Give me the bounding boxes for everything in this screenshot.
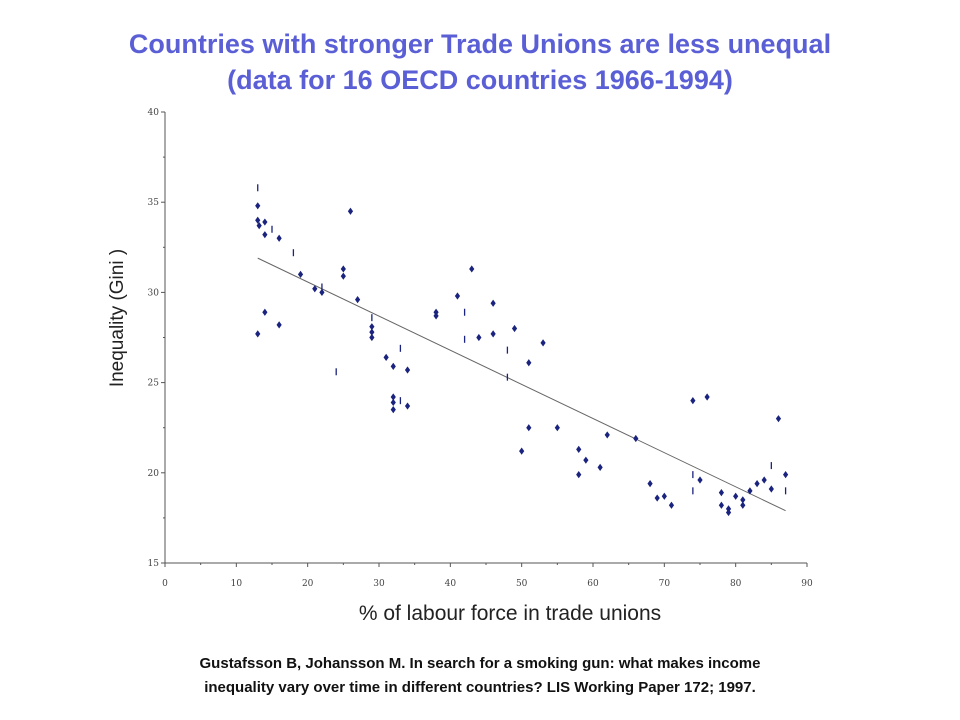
data-point-diamond [725, 505, 732, 513]
chart-axes [161, 111, 808, 567]
data-point-diamond [390, 406, 396, 414]
x-tick-label: 0 [162, 579, 168, 589]
data-point-diamond [597, 463, 603, 471]
data-point-diamond [519, 447, 525, 455]
data-point-diamond [576, 471, 582, 479]
data-point-diamond [690, 397, 696, 405]
data-point-diamond [390, 398, 396, 407]
data-point-diamond [369, 328, 375, 336]
y-tick-label: 30 [148, 288, 160, 298]
trendline [257, 257, 786, 512]
data-point-diamond [754, 480, 760, 488]
data-point-diamond [775, 415, 782, 423]
data-point-diamond [540, 339, 546, 347]
data-point-diamond [276, 234, 282, 242]
chart-title: Countries with stronger Trade Unions are… [0, 26, 960, 98]
x-tick-label: 40 [445, 579, 457, 589]
data-point-diamond [404, 402, 411, 410]
data-point-diamond [633, 434, 639, 443]
data-point-diamond [740, 501, 746, 509]
data-point-diamond [404, 366, 411, 374]
data-point-diamond [390, 362, 396, 370]
data-point-diamond [255, 202, 261, 210]
data-point-diamond [768, 485, 774, 493]
y-axis-label-text: Inequality (Gini ) [107, 248, 128, 388]
data-point-diamond [647, 480, 653, 488]
data-point-diamond [319, 288, 325, 296]
data-point-diamond [511, 324, 518, 333]
data-point-diamond [469, 265, 475, 273]
data-point-diamond [340, 265, 346, 273]
citation: Gustafsson B, Johansson M. In search for… [0, 652, 960, 700]
chart-title-line-2: (data for 16 OECD countries 1966-1994) [227, 65, 733, 95]
y-tick-label: 20 [148, 469, 160, 479]
x-tick-label: 30 [373, 579, 385, 589]
y-tick-label: 40 [148, 108, 160, 118]
data-point-diamond [276, 321, 282, 329]
data-point-diamond [604, 431, 610, 439]
data-point-diamond [583, 456, 589, 464]
data-point-diamond [725, 508, 732, 517]
data-point-diamond [697, 476, 703, 484]
data-point-diamond [369, 323, 375, 331]
data-point-diamond [256, 222, 262, 230]
data-point-diamond [355, 296, 361, 304]
data-point-diamond [526, 424, 532, 432]
data-point-diamond [369, 333, 375, 342]
data-point-diamond [526, 359, 532, 367]
chart-tick-labels: 15 20 25 30 35 40 0 10 20 30 40 50 60 70 80 90 [148, 108, 813, 589]
chart-title-line-1: Countries with stronger Trade Unions are… [128, 29, 832, 59]
data-point-diamond [262, 231, 268, 239]
y-tick-label: 35 [148, 198, 160, 208]
data-point-diamond [740, 496, 746, 504]
data-point-diamond [476, 333, 482, 342]
data-point-diamond [297, 270, 304, 278]
citation-line-2: inequality vary over time in different c… [204, 679, 756, 696]
data-point-diamond [340, 272, 346, 280]
data-point-diamond [262, 308, 268, 316]
data-point-diamond [390, 393, 396, 401]
x-tick-label: 90 [801, 579, 813, 589]
x-axis-label: % of labour force in trade unions [358, 602, 662, 625]
data-point-diamond [433, 312, 439, 320]
data-point-diamond [654, 494, 660, 502]
citation-line-1: Gustafsson B, Johansson M. In search for… [199, 655, 761, 672]
data-point-diamond [783, 471, 789, 479]
data-point-diamond [347, 207, 354, 215]
data-point-diamond [661, 492, 667, 500]
data-point-diamond [718, 501, 724, 509]
x-tick-label: 70 [659, 579, 671, 589]
x-tick-label: 80 [730, 579, 742, 589]
x-tick-label: 60 [587, 579, 599, 589]
y-tick-label: 25 [148, 379, 160, 389]
data-point-diamond [761, 476, 767, 484]
data-point-diamond [383, 353, 389, 361]
data-point-diamond [262, 218, 268, 226]
data-point-diamond [433, 308, 439, 316]
x-tick-label: 10 [231, 579, 243, 589]
data-point-diamond [255, 216, 261, 224]
data-point-diamond [576, 445, 582, 453]
data-point-diamond [454, 292, 461, 300]
data-point-diamond [733, 492, 739, 500]
data-point-diamond [704, 393, 710, 401]
data-point-diamond [490, 330, 496, 338]
data-point-diamond [255, 330, 261, 338]
trendline-group [257, 257, 786, 512]
x-tick-label: 50 [516, 579, 528, 589]
data-point-diamond [718, 489, 724, 497]
x-tick-label: 20 [302, 579, 314, 589]
y-tick-label: 15 [148, 559, 160, 569]
data-point-diamond [490, 299, 496, 307]
data-points [255, 184, 789, 517]
data-point-diamond [554, 424, 560, 432]
data-point-diamond [747, 487, 753, 495]
data-point-diamond [668, 501, 675, 509]
data-point-diamond [312, 285, 318, 293]
